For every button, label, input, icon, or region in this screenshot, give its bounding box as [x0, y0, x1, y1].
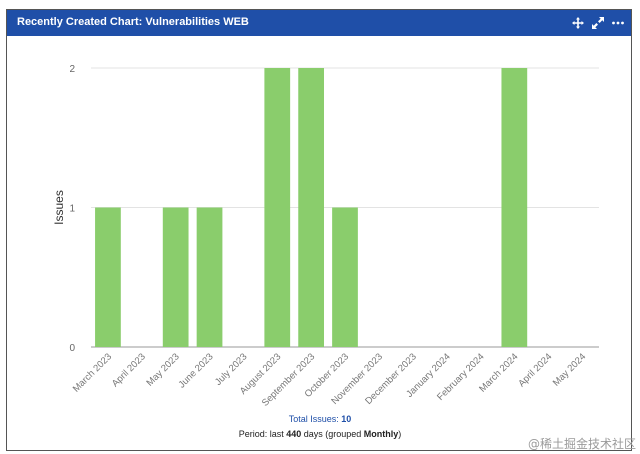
bar [264, 68, 291, 347]
bar [196, 207, 223, 347]
bar [162, 207, 189, 347]
chart-panel: Recently Created Chart: Vulnerabilities … [6, 9, 632, 451]
x-tick-label: April 2023 [110, 351, 148, 389]
watermark: @稀土掘金技术社区 [527, 437, 636, 451]
panel-header: Recently Created Chart: Vulnerabilities … [7, 10, 631, 36]
panel-actions [571, 13, 625, 33]
x-tick-label: June 2023 [176, 351, 215, 390]
period-info: Period: last 440 days (grouped Monthly) [7, 429, 633, 439]
period-mid: days (grouped [301, 429, 364, 439]
bar [501, 68, 528, 347]
x-tick-label: March 2023 [71, 351, 114, 394]
y-axis-label: Issues [52, 190, 66, 225]
total-issues-label: Total Issues: [288, 414, 342, 424]
period-prefix: Period: last [238, 429, 287, 439]
x-tick-label: May 2024 [551, 351, 588, 388]
more-icon[interactable] [611, 16, 625, 30]
move-icon[interactable] [571, 16, 585, 30]
bar [332, 207, 358, 347]
period-group: Monthly [363, 429, 399, 439]
bar [95, 207, 121, 347]
y-tick-label: 1 [69, 204, 75, 215]
total-issues[interactable]: Total Issues: 10 [7, 414, 633, 424]
total-issues-value: 10 [341, 414, 352, 424]
x-tick-label: April 2024 [516, 351, 554, 389]
bar [298, 68, 325, 347]
y-tick-label: 2 [69, 64, 75, 75]
period-days: 440 [286, 429, 302, 439]
y-tick-label: 0 [69, 343, 75, 354]
panel-title: Recently Created Chart: Vulnerabilities … [17, 16, 249, 28]
period-suffix: ) [398, 429, 402, 439]
expand-icon[interactable] [591, 16, 605, 30]
